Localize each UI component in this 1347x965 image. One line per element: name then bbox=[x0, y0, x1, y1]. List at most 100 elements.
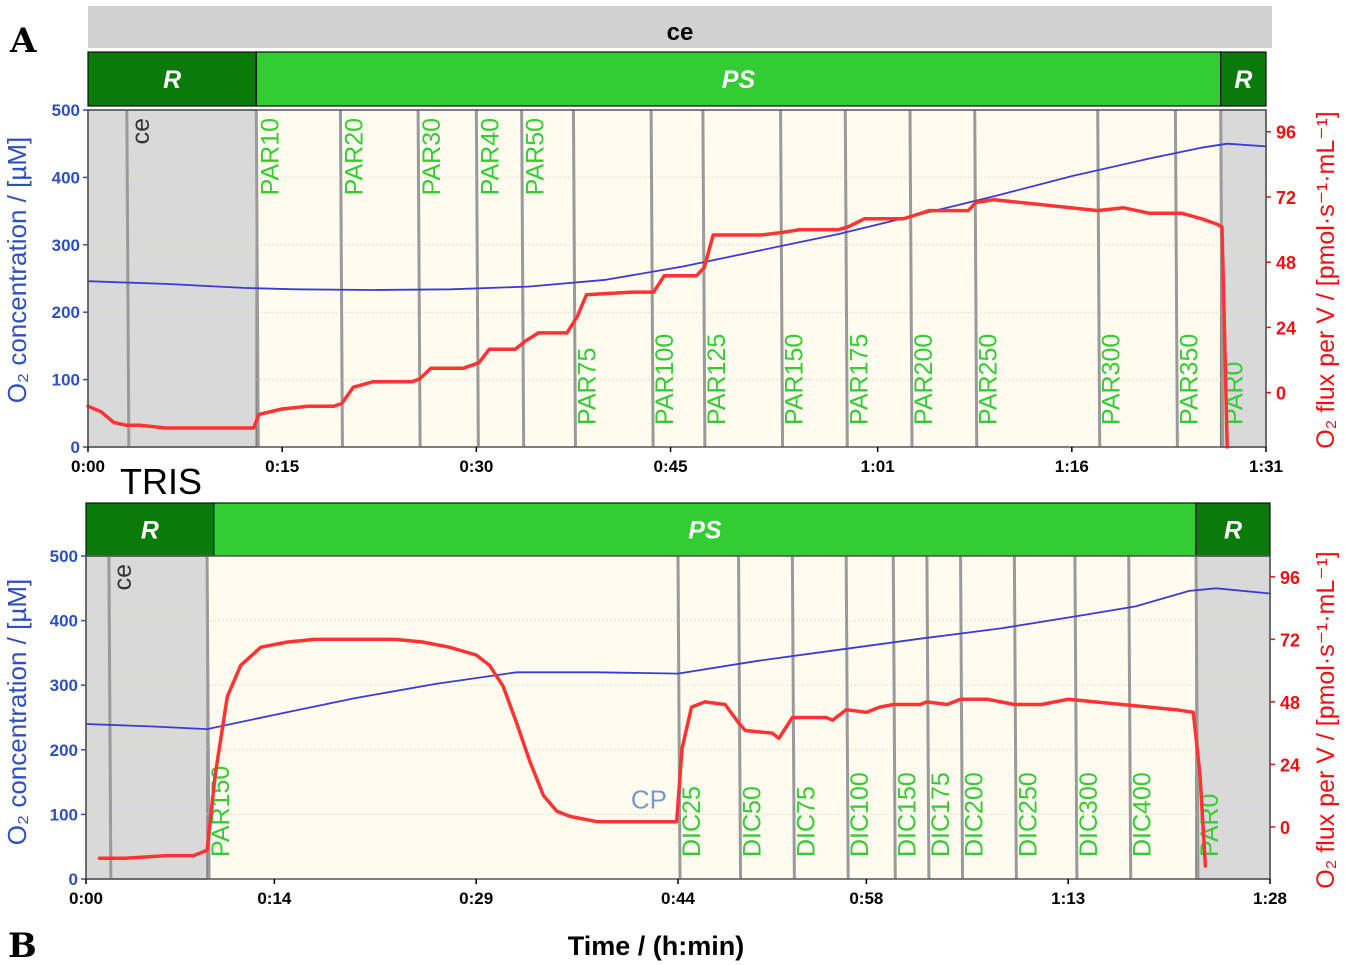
panel-a-phase-bar-0 bbox=[87, 51, 257, 107]
panel-b-event-line-10 bbox=[1073, 555, 1079, 880]
panel-b-event-label-6: DIC150 bbox=[893, 772, 921, 857]
panel-a-top-band bbox=[88, 6, 1272, 48]
panel-a-event-line-6 bbox=[571, 109, 577, 448]
panel-b-phase-label-0: R bbox=[141, 517, 159, 545]
panel-a-event-label-14: PAR350 bbox=[1175, 334, 1203, 425]
panel-a-x-tick-label-3: 0:45 bbox=[654, 457, 688, 476]
panel-a-event-label-6: PAR75 bbox=[573, 348, 601, 425]
panel-b-annotation-0: CP bbox=[631, 784, 667, 814]
panel-a-y-tick-label-left-0: 0 bbox=[71, 438, 80, 457]
panel-b-x-tick-label-4: 0:58 bbox=[849, 889, 883, 908]
panel-a-phase-label-1: PS bbox=[722, 66, 756, 94]
panel-b-event-line-0 bbox=[107, 555, 113, 880]
panel-a-event-line-13 bbox=[1096, 109, 1102, 448]
panel-b-event-line-5 bbox=[844, 555, 850, 880]
panel-a-y-tick-label-right-2: 48 bbox=[1276, 253, 1296, 273]
panel-b-event-label-9: DIC250 bbox=[1014, 772, 1042, 857]
panel-b-y-tick-label-left-2: 200 bbox=[50, 741, 78, 760]
panel-b-event-label-8: DIC200 bbox=[961, 772, 989, 857]
panel-a-series-line-0 bbox=[87, 142, 1267, 291]
panel-a-event-label-12: PAR250 bbox=[975, 334, 1003, 425]
panel-b-event-line-12 bbox=[1194, 555, 1200, 880]
panel-b-event-label-10: DIC300 bbox=[1075, 772, 1103, 857]
panel-b-phase-bar-2 bbox=[1195, 502, 1271, 557]
panel-a-y-tick-label-left-2: 200 bbox=[52, 303, 80, 322]
panel-b-series-line-0 bbox=[85, 587, 1271, 730]
panel-b-y-tick-label-right-0: 0 bbox=[1280, 818, 1290, 838]
panel-a-y-tick-label-left-3: 300 bbox=[52, 236, 80, 255]
panel-a-event-line-10 bbox=[843, 109, 849, 448]
panel-a-event-label-13: PAR300 bbox=[1098, 334, 1126, 425]
panel-b-event-line-3 bbox=[737, 555, 743, 880]
panel-a-event-label-7: PAR100 bbox=[651, 334, 679, 425]
panel-a-event-label-3: PAR30 bbox=[418, 118, 446, 195]
panel-b-top-band-label: TRIS bbox=[120, 461, 202, 502]
y-axis-left-label-b: O₂ concentration / [µM] bbox=[2, 579, 32, 845]
panel-a-event-label-1: PAR10 bbox=[256, 118, 284, 195]
panel-a-event-line-9 bbox=[779, 109, 785, 448]
panel-b-phase-bar-0 bbox=[85, 502, 215, 557]
panel-b-y-tick-label-left-5: 500 bbox=[50, 547, 78, 566]
panel-b-x-tick-label-2: 0:29 bbox=[459, 889, 493, 908]
panel-a-x-tick-label-1: 0:15 bbox=[265, 457, 299, 476]
panel-a-y-tick-label-right-3: 72 bbox=[1276, 188, 1296, 208]
x-axis-label: Time / (h:min) bbox=[568, 931, 745, 961]
panel-a-event-label-4: PAR40 bbox=[476, 118, 504, 195]
panel-b-event-line-6 bbox=[891, 555, 897, 880]
panel-b-event-line-2 bbox=[676, 555, 682, 880]
panel-a-y-tick-label-right-0: 0 bbox=[1276, 384, 1286, 404]
panel-a-event-line-3 bbox=[416, 109, 422, 448]
y-axis-left-label-a: O₂ concentration / [µM] bbox=[2, 137, 32, 403]
panel-a-event-line-14 bbox=[1173, 109, 1179, 448]
panel-b-event-line-8 bbox=[959, 555, 965, 880]
panel-a-phase-bar-1 bbox=[255, 51, 1222, 107]
panel-b-x-tick-label-3: 0:44 bbox=[661, 889, 696, 908]
panel-a-shaded-region-0 bbox=[87, 109, 258, 448]
panel-b-y-tick-label-left-4: 400 bbox=[50, 612, 78, 631]
panel-b-event-label-4: DIC75 bbox=[792, 786, 820, 857]
panel-b-phase-label-1: PS bbox=[688, 517, 722, 545]
panel-b-shaded-region-1 bbox=[1195, 555, 1271, 880]
panel-b-y-tick-label-right-1: 24 bbox=[1280, 755, 1300, 775]
panel-a-y-tick-label-right-1: 24 bbox=[1276, 318, 1296, 338]
y-axis-right-label-a: O₂ flux per V / [pmol·s⁻¹·mL⁻¹] bbox=[1312, 111, 1340, 449]
panel-a-event-line-4 bbox=[474, 109, 480, 448]
panel-a-x-tick-label-4: 1:01 bbox=[861, 457, 895, 476]
panel-b-event-line-9 bbox=[1012, 555, 1018, 880]
panel-b-event-line-11 bbox=[1127, 555, 1133, 880]
panel-a-event-label-10: PAR175 bbox=[845, 334, 873, 425]
panel-a-phase-label-2: R bbox=[1234, 66, 1252, 94]
panel-a-event-line-7 bbox=[649, 109, 655, 448]
panel-b-event-label-0: ce bbox=[109, 564, 137, 590]
panel-a-event-label-0: ce bbox=[127, 118, 155, 144]
panel-letter-a: A bbox=[9, 21, 37, 61]
panel-b-shaded-region-0 bbox=[85, 555, 208, 880]
panel-b-x-tick-label-5: 1:13 bbox=[1051, 889, 1085, 908]
panel-b-event-label-3: DIC50 bbox=[739, 786, 767, 857]
panel-a-y-tick-label-left-1: 100 bbox=[52, 371, 80, 390]
panel-b-event-label-7: DIC175 bbox=[927, 772, 955, 857]
panel-b-phase-bar-1 bbox=[213, 502, 1197, 557]
panel-b-y-tick-label-left-1: 100 bbox=[50, 805, 78, 824]
panel-b-y-tick-label-right-2: 48 bbox=[1280, 693, 1300, 713]
panel-letter-b: B bbox=[8, 926, 37, 965]
panel-a-event-label-8: PAR125 bbox=[703, 334, 731, 425]
panel-a-event-line-0 bbox=[125, 109, 131, 448]
panel-b-series-line-1 bbox=[97, 637, 1208, 868]
panel-a-event-line-1 bbox=[254, 109, 260, 448]
panel-a-y-tick-label-left-4: 400 bbox=[52, 168, 80, 187]
panel-b-y-tick-label-left-0: 0 bbox=[69, 870, 78, 889]
panel-a-event-line-12 bbox=[973, 109, 979, 448]
panel-a-plot-frame bbox=[87, 109, 1267, 448]
panel-a-plot-area bbox=[88, 110, 1266, 447]
panel-a-event-label-9: PAR150 bbox=[781, 334, 809, 425]
panel-a-x-tick-label-0: 0:00 bbox=[71, 457, 105, 476]
panel-a-event-line-8 bbox=[701, 109, 707, 448]
panel-b-event-label-2: DIC25 bbox=[678, 786, 706, 857]
panel-b-y-tick-label-right-4: 96 bbox=[1280, 568, 1300, 588]
panel-b-phase-label-2: R bbox=[1224, 517, 1242, 545]
panel-a-series-line-1 bbox=[86, 197, 1229, 449]
panel-a-phase-bar-2 bbox=[1220, 51, 1267, 107]
